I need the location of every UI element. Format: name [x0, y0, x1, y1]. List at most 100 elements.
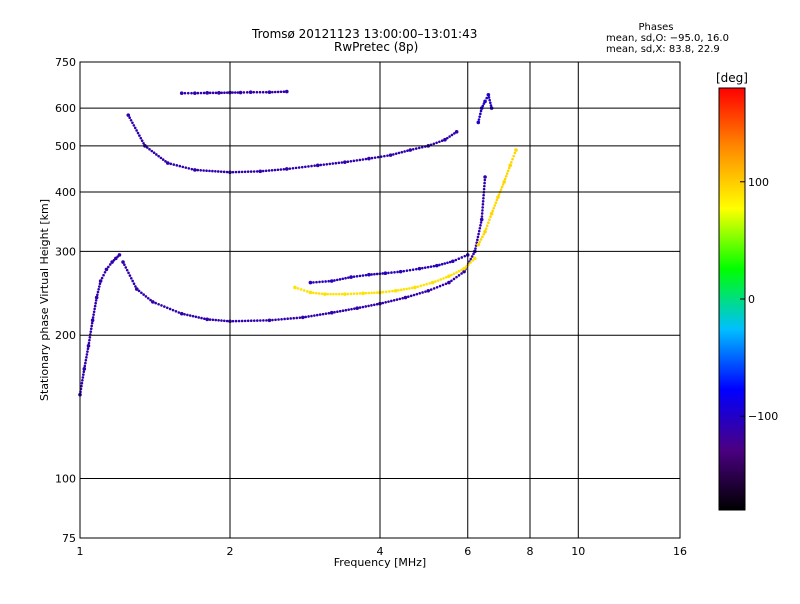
- data-point: [261, 90, 265, 94]
- data-point: [97, 287, 100, 291]
- data-point: [225, 170, 229, 174]
- data-point: [184, 166, 188, 169]
- data-point: [421, 291, 424, 294]
- data-point: [243, 319, 247, 323]
- data-point: [80, 384, 83, 388]
- data-point: [376, 155, 380, 159]
- data-point: [425, 282, 428, 286]
- data-point: [415, 292, 419, 296]
- data-point: [512, 154, 515, 158]
- colorbar-tick-label: 0: [748, 293, 755, 306]
- data-point: [333, 279, 336, 282]
- data-point: [159, 156, 163, 160]
- data-point: [96, 293, 99, 297]
- data-point: [199, 168, 202, 172]
- data-point: [329, 279, 334, 283]
- data-point: [405, 287, 408, 291]
- data-point: [90, 321, 94, 325]
- data-point: [355, 274, 359, 278]
- data-point: [126, 113, 131, 117]
- data-point: [308, 280, 313, 285]
- data-point: [320, 292, 324, 296]
- data-point: [358, 306, 362, 309]
- data-point: [190, 91, 193, 95]
- data-point: [81, 376, 85, 379]
- data-point: [306, 290, 309, 293]
- data-point: [252, 319, 256, 322]
- data-point: [361, 305, 365, 309]
- data-point: [277, 318, 280, 321]
- data-point: [355, 292, 359, 295]
- data-point: [514, 148, 518, 152]
- data-point: [372, 303, 376, 307]
- data-point: [349, 159, 353, 163]
- data-point: [142, 141, 145, 145]
- data-point: [188, 314, 192, 317]
- data-point: [279, 168, 283, 171]
- data-point: [481, 203, 485, 206]
- data-point: [240, 170, 244, 174]
- data-point: [220, 319, 223, 322]
- data-point: [90, 318, 95, 323]
- data-point: [193, 91, 197, 95]
- data-point: [457, 257, 461, 261]
- data-point: [217, 91, 221, 95]
- data-point: [482, 193, 485, 197]
- data-point: [367, 272, 371, 277]
- data-point: [89, 327, 93, 331]
- data-point: [510, 160, 513, 164]
- data-point: [261, 169, 265, 173]
- data-point: [358, 292, 362, 295]
- data-point: [132, 282, 136, 285]
- data-point: [133, 126, 137, 130]
- data-point: [496, 195, 500, 199]
- data-point: [403, 295, 408, 300]
- data-point: [480, 215, 484, 218]
- data-point: [301, 315, 305, 320]
- data-point: [340, 292, 344, 296]
- data-point: [454, 258, 458, 262]
- data-point: [411, 268, 415, 271]
- data-point: [325, 162, 329, 166]
- data-point: [246, 170, 250, 173]
- data-point: [264, 169, 268, 173]
- data-point: [483, 229, 487, 234]
- data-point: [417, 146, 421, 150]
- data-point: [197, 316, 201, 319]
- data-point: [271, 318, 274, 322]
- data-point: [341, 309, 345, 312]
- data-point: [132, 124, 136, 127]
- data-point: [282, 90, 286, 93]
- y-tick-label: 200: [55, 329, 76, 342]
- data-point: [483, 99, 487, 104]
- data-point: [511, 157, 514, 161]
- data-point: [295, 316, 299, 320]
- y-tick-label: 400: [55, 186, 76, 199]
- data-point: [492, 206, 496, 210]
- data-point: [214, 169, 217, 173]
- data-point: [165, 306, 169, 310]
- data-point: [80, 381, 84, 385]
- data-point: [444, 276, 448, 279]
- data-point: [233, 91, 237, 94]
- data-point: [388, 153, 393, 157]
- y-tick-label: 600: [55, 102, 76, 115]
- data-point: [375, 272, 379, 276]
- data-point: [194, 315, 198, 319]
- data-point: [446, 261, 449, 265]
- data-point: [442, 277, 445, 280]
- data-point: [504, 175, 508, 178]
- data-point: [489, 104, 493, 107]
- data-point: [135, 129, 138, 132]
- data-point: [98, 282, 102, 286]
- data-point: [270, 168, 274, 172]
- data-point: [312, 281, 315, 284]
- data-point: [387, 300, 390, 303]
- data-point: [155, 153, 158, 156]
- data-point: [154, 301, 158, 305]
- data-point: [334, 292, 338, 296]
- data-point: [265, 90, 268, 94]
- data-point: [375, 291, 379, 294]
- chart-title: Tromsø 20121123 13:00:00–13:01:43: [252, 27, 478, 41]
- data-point: [302, 289, 306, 292]
